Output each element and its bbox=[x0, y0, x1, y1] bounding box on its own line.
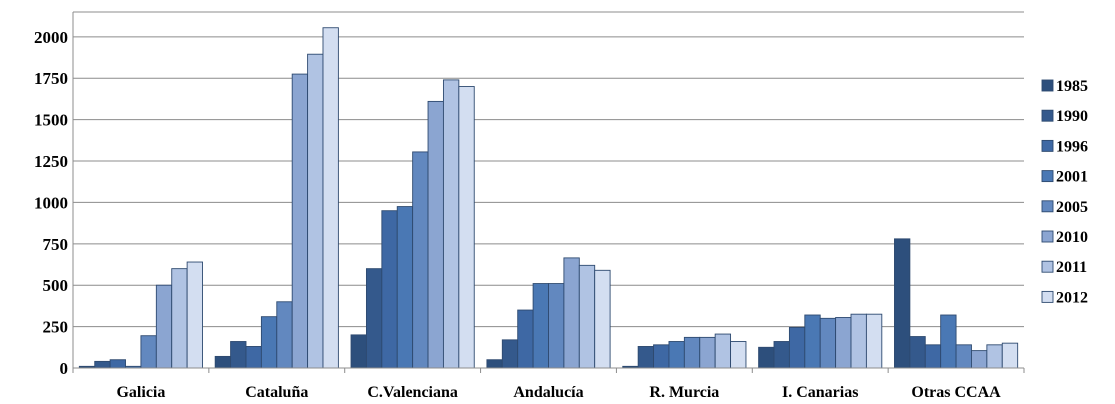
bar-r-murcia-2011 bbox=[714, 333, 732, 369]
legend-label-2001: 2001 bbox=[1056, 169, 1088, 186]
bar-otras-ccaa-2001 bbox=[940, 314, 957, 369]
legend-swatch-1985 bbox=[1041, 79, 1054, 92]
bar-c-valenciana-2011 bbox=[442, 79, 460, 369]
bar-galicia-2010 bbox=[155, 284, 173, 369]
legend-label-2011: 2011 bbox=[1056, 259, 1087, 276]
bar-otras-ccaa-2005 bbox=[955, 344, 972, 369]
bar-cataluna-2001 bbox=[260, 316, 278, 369]
bar-r-murcia-2012 bbox=[730, 341, 747, 369]
bar-cataluna-2005 bbox=[276, 301, 293, 369]
bar-andalucia-2011 bbox=[578, 264, 596, 369]
bar-r-murcia-2001 bbox=[668, 341, 685, 369]
bar-andalucia-2012 bbox=[594, 269, 611, 369]
bar-andalucia-1996 bbox=[517, 309, 534, 369]
bar-c-valenciana-1990 bbox=[365, 268, 383, 369]
legend-swatch-2012 bbox=[1041, 290, 1054, 303]
y-tick-500: 500 bbox=[43, 276, 69, 295]
legend: 1985 1990 1996 2001 2005 2010 2011 2012 bbox=[1041, 78, 1088, 306]
bar-andalucia-1985 bbox=[486, 359, 503, 369]
gridlines bbox=[73, 11, 1024, 328]
legend-label-1990: 1990 bbox=[1056, 108, 1088, 125]
legend-label-1996: 1996 bbox=[1056, 138, 1088, 155]
x-tick-r-murcia: R. Murcia bbox=[649, 384, 719, 401]
bar-c-valenciana-2012 bbox=[458, 86, 475, 369]
legend-label-2012: 2012 bbox=[1056, 289, 1088, 306]
x-tick-i-canarias: I. Canarias bbox=[782, 384, 858, 401]
bar-galicia-2005 bbox=[140, 335, 157, 369]
bar-otras-ccaa-2012 bbox=[1001, 342, 1019, 369]
bar-galicia-2012 bbox=[186, 261, 203, 369]
bar-i-canarias-1996 bbox=[788, 326, 806, 369]
bar-cataluna-1996 bbox=[245, 346, 262, 369]
bar-i-canarias-2001 bbox=[804, 314, 821, 369]
x-tick-galicia: Galicia bbox=[116, 384, 165, 401]
legend-swatch-2011 bbox=[1041, 260, 1054, 273]
bar-c-valenciana-2001 bbox=[396, 206, 414, 369]
bar-galicia-2011 bbox=[171, 268, 188, 369]
bar-andalucia-2001 bbox=[532, 283, 549, 369]
axes bbox=[72, 12, 1025, 373]
bar-c-valenciana-2005 bbox=[412, 151, 429, 369]
bar-andalucia-1990 bbox=[501, 339, 519, 369]
bar-c-valenciana-1985 bbox=[350, 334, 367, 369]
y-tick-750: 750 bbox=[43, 235, 69, 254]
y-tick-1500: 1500 bbox=[34, 111, 68, 130]
y-tick-0: 0 bbox=[60, 359, 69, 378]
bar-cataluna-2010 bbox=[291, 73, 309, 369]
y-tick-1750: 1750 bbox=[34, 69, 68, 88]
bar-otras-ccaa-2010 bbox=[971, 350, 988, 369]
legend-swatch-2005 bbox=[1041, 200, 1054, 213]
legend-swatch-1990 bbox=[1041, 109, 1054, 122]
bar-r-murcia-2010 bbox=[699, 336, 716, 369]
legend-swatch-1996 bbox=[1041, 139, 1054, 152]
y-tick-1000: 1000 bbox=[34, 193, 68, 212]
bar-galicia-1990 bbox=[94, 360, 111, 369]
bar-cataluna-1985 bbox=[214, 355, 232, 369]
bar-otras-ccaa-1990 bbox=[909, 336, 926, 369]
bar-c-valenciana-1996 bbox=[381, 210, 398, 369]
legend-label-2005: 2005 bbox=[1056, 199, 1088, 216]
bar-c-valenciana-2010 bbox=[427, 100, 444, 369]
y-tick-1250: 1250 bbox=[34, 152, 68, 171]
legend-swatch-2001 bbox=[1041, 170, 1054, 183]
y-tick-2000: 2000 bbox=[34, 28, 68, 47]
bar-otras-ccaa-1985 bbox=[894, 238, 911, 369]
x-tick-c-valenciana: C.Valenciana bbox=[367, 384, 458, 401]
legend-swatch-2010 bbox=[1041, 230, 1054, 243]
bar-otras-ccaa-2011 bbox=[986, 344, 1003, 369]
bar-andalucia-2010 bbox=[563, 257, 580, 369]
y-tick-labels: 0 250 500 750 1000 1250 1500 1750 2000 bbox=[34, 28, 68, 378]
bar-r-murcia-1990 bbox=[637, 346, 655, 369]
bar-otras-ccaa-1996 bbox=[924, 344, 942, 369]
bar-i-canarias-2012 bbox=[865, 313, 883, 369]
bar-andalucia-2005 bbox=[548, 283, 565, 369]
bar-r-murcia-2005 bbox=[683, 336, 701, 369]
bar-i-canarias-2005 bbox=[819, 317, 837, 369]
x-tick-cataluna: Cataluña bbox=[245, 384, 308, 401]
bar-cataluna-1990 bbox=[230, 341, 247, 369]
bar-galicia-1996 bbox=[109, 359, 126, 369]
legend-label-2010: 2010 bbox=[1056, 229, 1088, 246]
bar-r-murcia-1996 bbox=[653, 344, 670, 369]
x-tick-labels: Galicia Cataluña C.Valenciana Andalucía R. M… bbox=[116, 384, 1001, 401]
bar-cataluna-2011 bbox=[307, 53, 324, 369]
x-tick-andalucia: Andalucía bbox=[513, 384, 583, 401]
y-tick-250: 250 bbox=[43, 318, 69, 337]
bars bbox=[78, 27, 1019, 369]
bar-i-canarias-1985 bbox=[758, 346, 775, 369]
bar-i-canarias-2010 bbox=[835, 317, 852, 369]
bar-i-canarias-1990 bbox=[773, 341, 790, 369]
x-tick-otras-ccaa: Otras CCAA bbox=[911, 384, 1001, 401]
legend-label-1985: 1985 bbox=[1056, 78, 1088, 95]
bar-i-canarias-2011 bbox=[850, 313, 867, 369]
bar-cataluna-2012 bbox=[322, 27, 339, 369]
